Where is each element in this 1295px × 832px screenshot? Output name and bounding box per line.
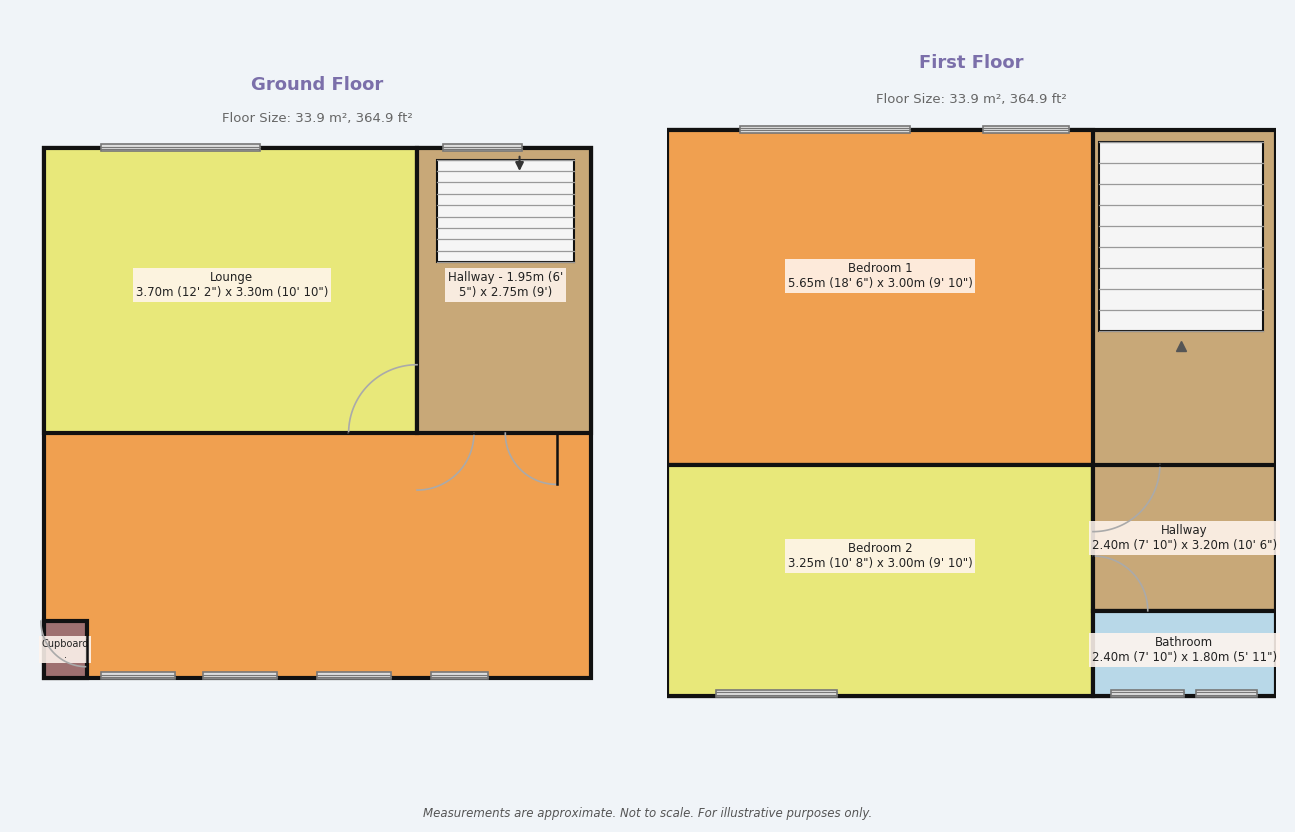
Bar (203, 672, 277, 679)
Bar (1093, 611, 1276, 696)
Bar (1111, 690, 1185, 697)
Bar (1099, 142, 1264, 331)
Text: Bedroom 2
3.25m (10' 8") x 3.00m (9' 10"): Bedroom 2 3.25m (10' 8") x 3.00m (9' 10"… (787, 542, 973, 570)
Text: Bathroom
2.40m (7' 10") x 1.80m (5' 11"): Bathroom 2.40m (7' 10") x 1.80m (5' 11") (1092, 636, 1277, 664)
Bar (44, 148, 417, 433)
Bar (417, 148, 591, 433)
Bar (443, 144, 522, 151)
Bar (317, 672, 391, 679)
Text: Floor Size: 33.9 m², 364.9 ft²: Floor Size: 33.9 m², 364.9 ft² (875, 92, 1067, 106)
Bar (101, 144, 260, 151)
Text: Ground Floor: Ground Floor (251, 76, 383, 94)
Text: Hallway
2.40m (7' 10") x 3.20m (10' 6"): Hallway 2.40m (7' 10") x 3.20m (10' 6") (1092, 523, 1277, 552)
Text: First Floor: First Floor (919, 54, 1023, 72)
Text: Measurements are approximate. Not to scale. For illustrative purposes only.: Measurements are approximate. Not to sca… (423, 806, 872, 820)
Text: Cupboard
.: Cupboard . (41, 639, 89, 661)
Text: Floor Size: 33.9 m², 364.9 ft²: Floor Size: 33.9 m², 364.9 ft² (221, 112, 413, 126)
Bar (436, 160, 574, 262)
Bar (1093, 465, 1276, 611)
Bar (443, 144, 522, 151)
Bar (1197, 690, 1257, 697)
Bar (1197, 690, 1257, 697)
Bar (667, 465, 1093, 696)
Bar (983, 126, 1068, 133)
Text: Hallway - 1.95m (6'
5") x 2.75m (9'): Hallway - 1.95m (6' 5") x 2.75m (9') (448, 271, 563, 299)
Bar (983, 126, 1068, 133)
Bar (203, 672, 277, 679)
Bar (431, 672, 488, 679)
Bar (317, 672, 391, 679)
Bar (667, 130, 1093, 465)
Bar (716, 690, 838, 697)
Text: Lounge
3.70m (12' 2") x 3.30m (10' 10"): Lounge 3.70m (12' 2") x 3.30m (10' 10") (136, 271, 328, 299)
Bar (101, 672, 175, 679)
Text: Bedroom 1
5.65m (18' 6") x 3.00m (9' 10"): Bedroom 1 5.65m (18' 6") x 3.00m (9' 10"… (787, 262, 973, 290)
Bar (739, 126, 910, 133)
Bar (44, 622, 87, 678)
Bar (101, 672, 175, 679)
Bar (1111, 690, 1185, 697)
Bar (431, 672, 488, 679)
Bar (101, 144, 260, 151)
Bar (716, 690, 838, 697)
Bar (739, 126, 910, 133)
